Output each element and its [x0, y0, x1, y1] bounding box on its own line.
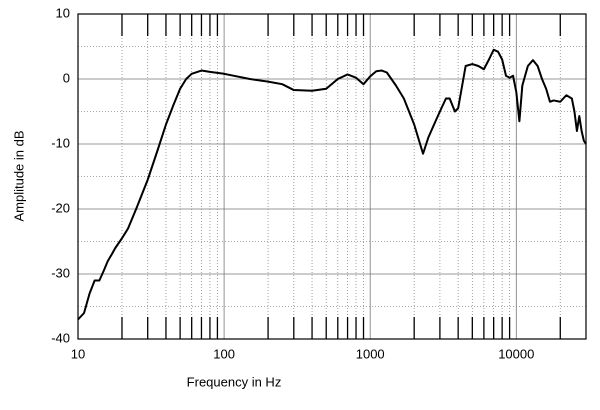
y-tick-label: 10: [56, 5, 70, 20]
y-tick-label: -20: [51, 200, 70, 215]
x-tick-label: 100: [213, 346, 235, 361]
x-tick-label: 10000: [498, 346, 534, 361]
y-tick-label: -30: [51, 265, 70, 280]
y-tick-label: -40: [51, 330, 70, 345]
y-axis-label: Amplitude in dB: [11, 130, 26, 221]
x-tick-label: 10: [71, 346, 85, 361]
y-tick-label: -10: [51, 135, 70, 150]
y-tick-label: 0: [63, 70, 70, 85]
x-axis-label: Frequency in Hz: [187, 374, 282, 389]
x-tick-label: 1000: [356, 346, 385, 361]
response-line: [77, 48, 587, 321]
plot-frame: [77, 13, 587, 340]
